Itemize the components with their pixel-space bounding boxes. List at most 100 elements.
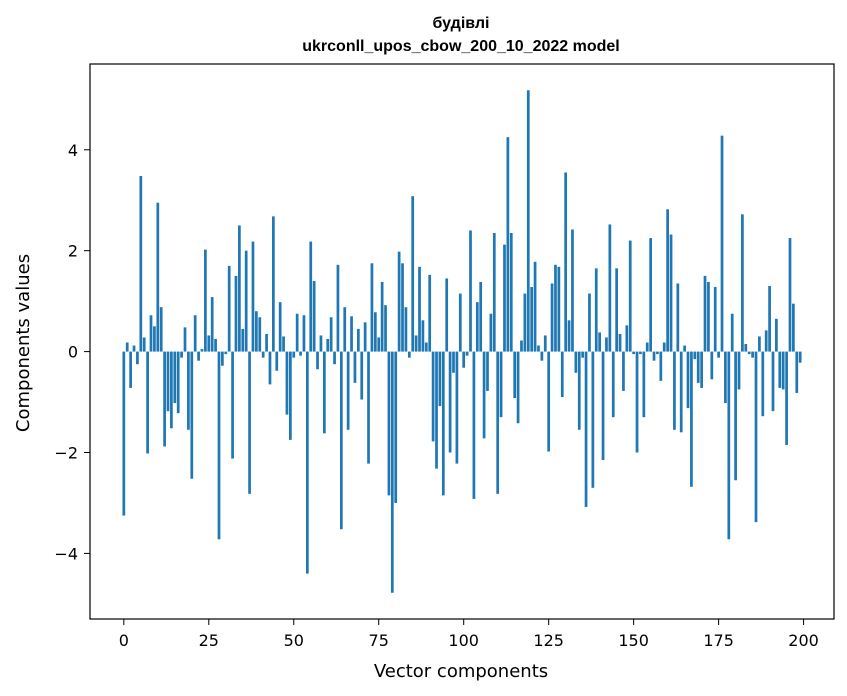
- bar-100: [462, 351, 466, 368]
- bar-75: [377, 337, 381, 352]
- bar-161: [669, 234, 673, 352]
- bar-144: [611, 351, 615, 418]
- bar-16: [176, 351, 180, 414]
- bar-76: [380, 281, 384, 352]
- bar-191: [771, 351, 775, 412]
- y-tick-label: −2: [54, 444, 78, 463]
- bar-2: [129, 351, 132, 388]
- x-tick-label: 100: [448, 631, 479, 650]
- bar-61: [329, 317, 333, 352]
- bar-181: [737, 351, 741, 390]
- bar-55: [309, 241, 313, 352]
- bar-120: [530, 287, 534, 352]
- bar-153: [642, 351, 646, 418]
- bar-104: [475, 302, 479, 352]
- bar-92: [435, 351, 438, 469]
- bar-79: [390, 351, 394, 593]
- bar-169: [696, 351, 700, 383]
- bar-41: [261, 351, 265, 358]
- bar-38: [251, 241, 255, 352]
- bar-77: [384, 305, 387, 352]
- bar-122: [537, 345, 540, 352]
- bar-26: [210, 297, 214, 352]
- bar-177: [724, 351, 727, 404]
- bar-131: [567, 320, 571, 352]
- bar-47: [282, 336, 285, 352]
- bar-1: [125, 342, 129, 352]
- bar-171: [703, 275, 707, 352]
- bar-97: [452, 351, 455, 373]
- chart-title-line1: будівлі: [432, 15, 489, 32]
- bar-189: [764, 330, 768, 352]
- bar-83: [404, 307, 408, 352]
- bar-132: [571, 229, 574, 352]
- bar-186: [754, 351, 758, 523]
- bar-93: [438, 351, 442, 407]
- bar-78: [387, 351, 391, 496]
- bar-110: [496, 351, 500, 494]
- bar-103: [472, 351, 476, 499]
- bar-113: [506, 137, 510, 352]
- x-tick-label: 200: [788, 631, 819, 650]
- bar-89: [424, 342, 428, 352]
- bar-90: [428, 274, 432, 352]
- bar-51: [295, 313, 299, 352]
- bar-151: [635, 351, 639, 453]
- bar-106: [482, 351, 486, 439]
- bar-116: [516, 351, 520, 424]
- bar-136: [584, 351, 588, 507]
- bar-145: [615, 268, 619, 352]
- bar-143: [608, 224, 612, 352]
- bar-101: [465, 351, 469, 356]
- bar-172: [707, 281, 710, 352]
- bar-128: [557, 266, 561, 352]
- bar-48: [285, 351, 289, 415]
- bar-58: [319, 335, 323, 352]
- bar-46: [278, 302, 282, 352]
- bar-160: [666, 209, 669, 352]
- bar-12: [163, 351, 166, 447]
- bar-11: [159, 307, 163, 352]
- bar-193: [778, 351, 782, 388]
- bar-154: [645, 342, 649, 352]
- bar-194: [781, 351, 785, 390]
- bar-14: [170, 351, 173, 429]
- bar-156: [652, 351, 656, 361]
- bar-36: [244, 250, 248, 352]
- bar-24: [204, 249, 207, 352]
- bar-112: [503, 244, 506, 352]
- bar-152: [639, 351, 642, 355]
- bar-190: [768, 286, 771, 352]
- bar-0: [122, 351, 126, 516]
- bar-9: [153, 326, 156, 352]
- bar-54: [305, 351, 309, 574]
- bar-135: [581, 351, 585, 358]
- bar-49: [289, 351, 292, 440]
- bar-10: [156, 202, 160, 352]
- bar-173: [710, 351, 714, 380]
- bar-34: [238, 225, 241, 352]
- bar-159: [662, 342, 666, 352]
- bar-175: [717, 351, 720, 358]
- bar-27: [214, 338, 217, 352]
- bar-96: [448, 351, 452, 453]
- y-axis-ticks: −4 −2 0 2 4: [54, 141, 90, 563]
- bar-188: [761, 351, 765, 417]
- bar-84: [407, 351, 411, 358]
- bar-68: [353, 351, 357, 383]
- bar-158: [659, 351, 663, 381]
- bar-4: [136, 351, 139, 365]
- bar-30: [224, 351, 228, 355]
- bar-66: [346, 351, 350, 430]
- bar-155: [649, 238, 652, 352]
- bar-21: [193, 315, 197, 352]
- y-tick-label: 2: [68, 242, 78, 261]
- bar-197: [792, 303, 795, 352]
- bar-146: [618, 333, 622, 352]
- bar-118: [523, 293, 527, 352]
- bar-71: [363, 322, 367, 352]
- bar-39: [255, 311, 258, 352]
- bar-119: [526, 90, 530, 352]
- bar-148: [625, 325, 629, 352]
- bar-105: [479, 281, 483, 352]
